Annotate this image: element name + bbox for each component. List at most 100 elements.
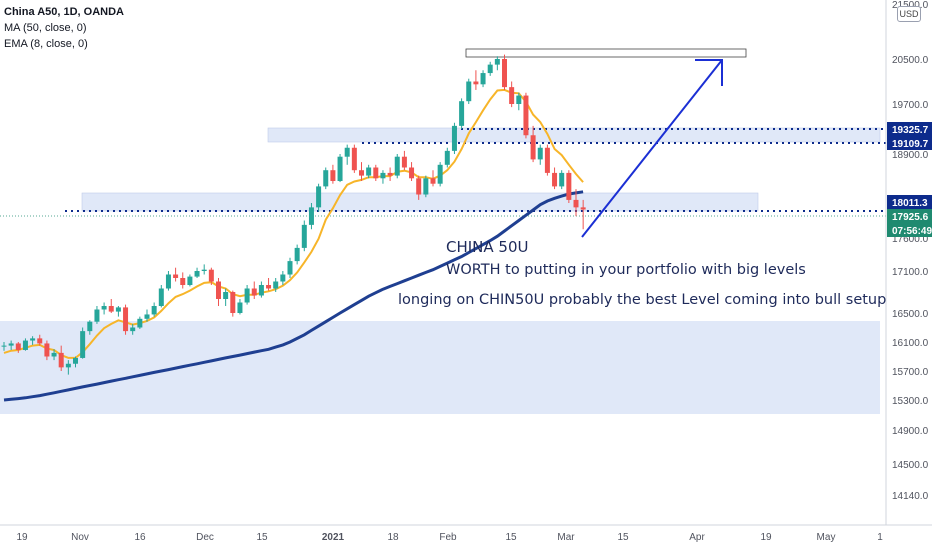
candles-layer xyxy=(1,54,586,375)
ema-8-line xyxy=(3,88,584,359)
ma-50-line xyxy=(3,190,584,402)
price-label-bg xyxy=(887,122,932,136)
time-tick-label: 18 xyxy=(387,532,399,543)
candle xyxy=(337,154,343,183)
zone-mid-demand xyxy=(81,192,759,212)
price-label-text: 17925.6 xyxy=(892,212,929,223)
candle xyxy=(494,56,500,71)
candle xyxy=(301,220,307,252)
time-tick-label: 1 xyxy=(877,532,883,543)
legend-ma[interactable]: MA (50, close, 0) xyxy=(4,22,87,34)
candle xyxy=(487,61,493,76)
candle xyxy=(244,285,250,305)
candle-body xyxy=(459,101,465,126)
candle-body xyxy=(323,170,329,187)
annotation-title: CHINA 50U xyxy=(446,238,529,256)
candle-body xyxy=(580,207,586,210)
candle-body xyxy=(487,64,493,74)
candle xyxy=(409,162,415,182)
price-label: 07:56:49 xyxy=(887,223,932,237)
candle-body xyxy=(351,147,357,171)
price-label-bg xyxy=(887,195,932,209)
price-label-bg xyxy=(887,209,932,223)
candle xyxy=(22,338,28,351)
candle-body xyxy=(187,276,193,285)
candle-body xyxy=(394,156,400,176)
candle xyxy=(544,144,550,176)
candle xyxy=(208,267,214,285)
candle-body xyxy=(101,306,107,310)
candle xyxy=(87,320,93,335)
candle-body xyxy=(115,307,121,312)
candle xyxy=(394,154,400,179)
candle-body xyxy=(137,318,143,328)
candle xyxy=(223,288,229,306)
candle xyxy=(308,202,314,230)
candle xyxy=(37,334,43,346)
price-tick-label: 20500.0 xyxy=(892,55,929,66)
candle xyxy=(115,306,121,317)
annotation-line1: WORTH to putting in your portfolio with … xyxy=(446,262,806,278)
candle-body xyxy=(416,178,422,195)
time-tick-label: Nov xyxy=(71,532,89,543)
candle-body xyxy=(201,269,207,271)
candle-body xyxy=(401,156,407,168)
candle-body xyxy=(552,172,558,187)
candle-body xyxy=(44,343,50,357)
time-tick-label: 16 xyxy=(134,532,146,543)
price-label-text: 19109.7 xyxy=(892,139,929,150)
candle xyxy=(30,336,36,345)
candle-body xyxy=(230,292,236,313)
price-tick-label: 15700.0 xyxy=(892,367,929,378)
candle-body xyxy=(80,331,86,358)
price-label-text: 19325.7 xyxy=(892,125,929,136)
candle-body xyxy=(308,207,314,225)
candle xyxy=(451,122,457,154)
candle xyxy=(294,244,300,265)
candle xyxy=(108,299,114,313)
legend-ema[interactable]: EMA (8, close, 0) xyxy=(4,38,88,50)
ma-50-layer xyxy=(3,190,584,402)
time-tick-label: May xyxy=(817,532,836,543)
time-axis[interactable]: 19 Nov 16 Dec 15 2021 18 Feb 15 Mar 15 Apr 19 May 1 xyxy=(16,532,883,543)
candle xyxy=(330,164,336,184)
candle-body xyxy=(387,172,393,176)
candle-body xyxy=(502,59,507,88)
candle xyxy=(323,167,329,190)
candle xyxy=(94,306,100,324)
candle-body xyxy=(180,278,186,285)
candle xyxy=(573,189,579,217)
candle xyxy=(459,98,465,129)
currency-badge[interactable]: USD xyxy=(897,6,921,22)
candle-body xyxy=(559,172,565,187)
candle xyxy=(187,274,193,287)
candle-body xyxy=(73,357,78,364)
legend-symbol[interactable]: China A50, 1D, OANDA xyxy=(4,6,125,18)
candle xyxy=(237,299,243,315)
candle-body xyxy=(22,340,28,350)
candle xyxy=(552,167,558,190)
candle xyxy=(502,54,507,90)
candle xyxy=(251,281,257,299)
candle-body xyxy=(87,321,93,332)
candle xyxy=(158,285,164,308)
candle-body xyxy=(51,352,57,357)
candle xyxy=(530,125,536,163)
candle-body xyxy=(430,178,436,184)
candle xyxy=(258,281,264,298)
candle-body xyxy=(94,309,100,322)
candle xyxy=(359,162,364,182)
candle-body xyxy=(280,274,286,282)
candle-body xyxy=(509,87,515,104)
price-axis[interactable]: 21500.0 20500.0 19700.0 18900.0 17600.0 17100… xyxy=(892,0,929,502)
plot-area[interactable] xyxy=(0,0,886,525)
candle-body xyxy=(244,288,250,303)
candle xyxy=(51,349,57,361)
candle xyxy=(280,271,286,285)
time-tick-label: 2021 xyxy=(322,532,345,543)
candle xyxy=(230,290,236,317)
candle-body xyxy=(165,274,171,289)
candle-body xyxy=(151,306,157,315)
candle xyxy=(537,144,543,165)
